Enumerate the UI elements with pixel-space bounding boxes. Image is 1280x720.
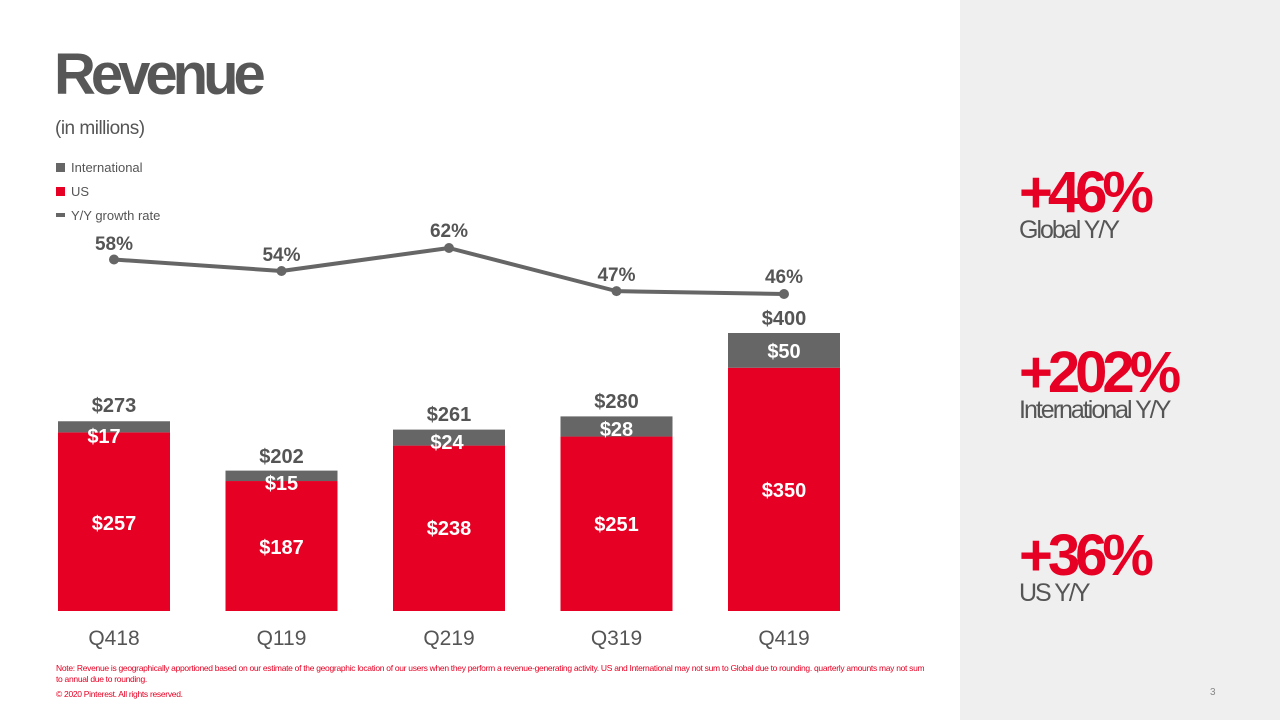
data-label-us-q419: $350 xyxy=(762,480,807,502)
data-label-international-q418: $17 xyxy=(87,426,120,448)
x-tick-q319: Q319 xyxy=(591,627,642,650)
growth-point-q119 xyxy=(276,266,287,276)
data-label-total-q418: $273 xyxy=(92,395,137,417)
legend-label-us: US xyxy=(71,183,90,199)
x-tick-q418: Q418 xyxy=(88,627,139,650)
legend-item-international: International xyxy=(56,155,160,179)
stat-us-label: US Y/Y xyxy=(1019,579,1091,607)
stat-international-label: International Y/Y xyxy=(1019,396,1171,424)
bar-international-q418 xyxy=(58,421,170,433)
legend-label-international: International xyxy=(71,159,143,175)
page-number: 3 xyxy=(1210,687,1216,698)
data-label-international-q119: $15 xyxy=(265,473,298,495)
bar-us-q418 xyxy=(58,432,170,611)
growth-rate-line xyxy=(113,246,785,296)
legend-swatch-us xyxy=(56,186,65,196)
growth-label-q418: 58% xyxy=(95,234,133,255)
bar-international-q419 xyxy=(728,333,840,368)
bar-international-q219 xyxy=(393,429,505,446)
growth-label-q119: 54% xyxy=(262,245,300,266)
legend-label-growth: Y/Y growth rate xyxy=(71,207,161,223)
legend-swatch-growth xyxy=(56,213,65,217)
bar-international-q319 xyxy=(560,416,673,437)
data-label-total-q119: $202 xyxy=(259,446,304,468)
stat-us: +36% US Y/Y xyxy=(1019,523,1154,607)
bar-international-q119 xyxy=(225,470,338,482)
stat-international: +202% International Y/Y xyxy=(1019,340,1181,424)
chart-legend: International US Y/Y growth rate xyxy=(56,155,160,227)
growth-point-q219 xyxy=(444,243,454,253)
stat-global: +46% Global Y/Y xyxy=(1019,160,1154,244)
data-label-us-q119: $187 xyxy=(259,537,304,559)
growth-label-q419: 46% xyxy=(765,267,803,288)
bar-us-q119 xyxy=(225,481,338,611)
growth-point-q419 xyxy=(779,289,789,299)
slide-title: Revenue xyxy=(54,42,266,107)
data-label-total-q319: $280 xyxy=(594,391,639,413)
data-label-international-q219: $24 xyxy=(430,432,464,454)
x-tick-q119: Q119 xyxy=(257,627,307,650)
data-label-international-q319: $28 xyxy=(600,419,633,441)
bar-us-q419 xyxy=(728,367,840,611)
data-label-us-q418: $257 xyxy=(92,513,137,535)
stat-us-value: +36% xyxy=(1019,523,1154,588)
growth-label-q219: 62% xyxy=(430,221,468,242)
legend-item-growth: Y/Y growth rate xyxy=(56,203,160,227)
x-tick-q219: Q219 xyxy=(423,627,474,650)
bar-us-q219 xyxy=(393,445,505,611)
bar-us-q319 xyxy=(560,436,673,611)
slide-subtitle: (in millions) xyxy=(55,118,145,139)
footnote: Note: Revenue is geographically apportio… xyxy=(56,663,925,684)
copyright: © 2020 Pinterest. All rights reserved. xyxy=(56,689,183,699)
revenue-chart: $257 $17 $273 Q418 $187 $15 $202 Q119 $238 $24 $26… xyxy=(58,221,840,650)
growth-label-q319: 47% xyxy=(597,265,635,286)
growth-point-q418 xyxy=(109,254,119,265)
right-panel xyxy=(960,0,1280,720)
legend-swatch-international xyxy=(56,162,65,172)
data-label-total-q219: $261 xyxy=(427,404,472,426)
legend-item-us: US xyxy=(56,179,160,203)
growth-point-q319 xyxy=(611,286,622,297)
x-tick-q419: Q419 xyxy=(758,627,809,650)
data-label-us-q319: $251 xyxy=(594,514,639,536)
data-label-us-q219: $238 xyxy=(427,518,472,540)
stat-international-value: +202% xyxy=(1019,340,1181,405)
data-label-international-q419: $50 xyxy=(767,341,800,363)
stat-global-value: +46% xyxy=(1019,160,1154,225)
stat-global-label: Global Y/Y xyxy=(1019,216,1120,244)
data-label-total-q419: $400 xyxy=(762,308,807,330)
